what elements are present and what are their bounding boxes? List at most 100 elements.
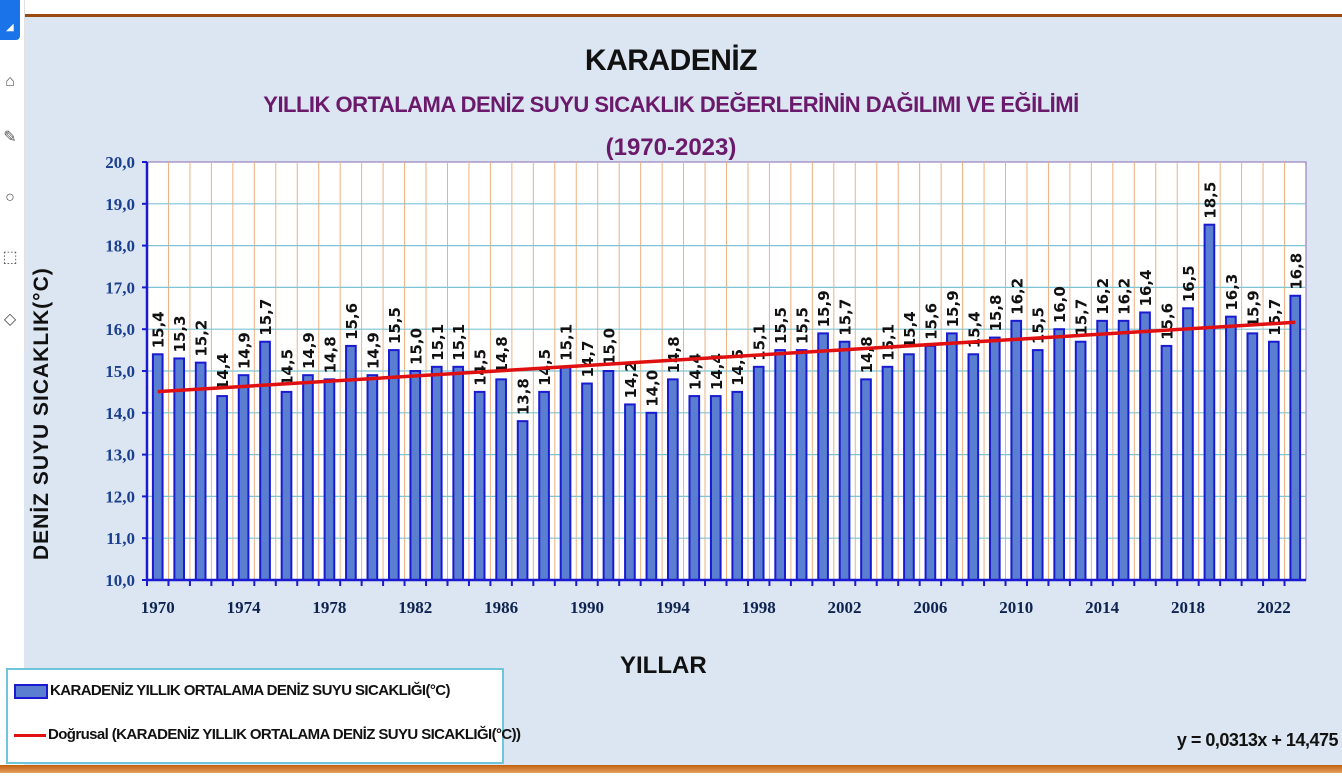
- x-tick-label: 1994: [656, 598, 691, 617]
- y-tick-label: 18,0: [105, 237, 135, 256]
- bar-value-label: 14,9: [236, 332, 254, 369]
- bar-value-label: 15,1: [879, 324, 897, 361]
- bar-1999: [774, 349, 786, 581]
- lasso-tool-icon[interactable]: ○: [5, 189, 15, 206]
- x-tick-label: 2014: [1085, 598, 1120, 617]
- bar-2003: [860, 378, 872, 581]
- select-tool-button[interactable]: ◢: [0, 0, 20, 40]
- bar-2004: [881, 365, 894, 581]
- bar-1976: [280, 390, 293, 581]
- bar-value-label: 14,5: [279, 349, 297, 386]
- bar-2023: [1289, 294, 1302, 581]
- bar-value-label: 15,4: [901, 311, 919, 348]
- bar-value-label: 14,8: [858, 336, 876, 373]
- bar-1992: [624, 403, 636, 581]
- bar-2008: [967, 353, 980, 581]
- bar-value-label: 16,2: [1008, 278, 1026, 315]
- bar-1986: [495, 378, 507, 581]
- frame-bottom-border: [0, 765, 1342, 773]
- x-tick-label: 1974: [227, 598, 262, 617]
- bar-2005: [903, 353, 915, 581]
- bar-value-label: 15,5: [794, 307, 812, 344]
- bar-2001: [817, 332, 829, 581]
- bar-value-label: 14,9: [300, 332, 318, 369]
- bar-1998: [752, 365, 765, 581]
- bar-2009: [988, 336, 1001, 581]
- bar-2020: [1225, 315, 1237, 581]
- frame-top-border: [24, 14, 1342, 17]
- bar-2018: [1182, 307, 1194, 581]
- bar-value-label: 14,5: [472, 349, 490, 386]
- bar-value-label: 14,9: [364, 332, 382, 369]
- bar-2006: [924, 344, 937, 582]
- bar-value-label: 16,4: [1137, 269, 1155, 306]
- bar-1991: [602, 370, 615, 581]
- x-axis-label: YILLAR: [620, 652, 707, 679]
- bar-value-label: 13,8: [515, 378, 533, 415]
- bar-value-label: 15,7: [837, 299, 855, 336]
- bar-value-label: 14,4: [214, 353, 232, 390]
- bar-2016: [1139, 311, 1151, 581]
- bar-value-label: 15,2: [193, 320, 211, 357]
- bar-2014: [1096, 319, 1108, 581]
- y-tick-label: 17,0: [105, 278, 135, 297]
- bar-swatch-icon: [14, 683, 48, 699]
- chart-period: (1970-2023): [605, 134, 737, 161]
- bar-value-label: 15,1: [429, 324, 447, 361]
- bar-2022: [1267, 340, 1280, 581]
- bar-value-label: 15,5: [386, 307, 404, 344]
- bar-value-label: 16,5: [1180, 265, 1198, 302]
- bar-1985: [473, 390, 486, 581]
- eraser-tool-icon[interactable]: ◇: [3, 311, 17, 328]
- y-tick-label: 19,0: [105, 195, 135, 214]
- drawing-toolbar: ◢ ⌂ ✎ ○ ⬚ ◇: [0, 0, 25, 350]
- y-tick-label: 14,0: [105, 404, 135, 423]
- bar-value-label: 15,7: [257, 299, 275, 336]
- bar-value-label: 14,8: [493, 336, 511, 373]
- bar-1980: [366, 374, 379, 581]
- chart-title: KARADENİZ: [584, 44, 758, 77]
- bar-value-label: 15,7: [1073, 299, 1091, 336]
- x-tick-label: 1990: [570, 598, 604, 617]
- bar-value-label: 15,0: [407, 328, 425, 365]
- bar-1982: [409, 370, 422, 581]
- x-tick-label: 1986: [484, 598, 518, 617]
- bar-1977: [302, 374, 314, 581]
- legend-item-series: KARADENİZ YILLIK ORTALAMA DENİZ SUYU SIC…: [14, 682, 450, 699]
- bar-1970: [151, 353, 164, 581]
- bar-value-label: 15,5: [1030, 307, 1048, 344]
- bar-2019: [1203, 223, 1216, 581]
- shape-tool-icon[interactable]: ⌂: [5, 73, 15, 90]
- bar-1987: [516, 420, 529, 581]
- x-tick-label: 2010: [999, 598, 1033, 617]
- y-tick-label: 11,0: [106, 529, 135, 548]
- x-tick-label: 1970: [141, 598, 175, 617]
- marquee-tool-icon[interactable]: ⬚: [2, 249, 18, 266]
- bar-value-label: 15,4: [965, 311, 983, 348]
- x-tick-label: 2018: [1171, 598, 1205, 617]
- bar-value-label: 14,7: [579, 341, 597, 378]
- line-swatch-icon: [14, 733, 46, 737]
- chart-subtitle: YILLIK ORTALAMA DENİZ SUYU SICAKLIK DEĞE…: [263, 92, 1079, 117]
- legend-item-trend: Doğrusal (KARADENİZ YILLIK ORTALAMA DENİ…: [14, 726, 521, 743]
- bar-value-label: 15,0: [600, 328, 618, 365]
- bar-1994: [667, 378, 679, 581]
- bar-1996: [709, 395, 722, 581]
- bar-value-label: 16,2: [1094, 278, 1112, 315]
- bar-1973: [216, 395, 228, 581]
- bar-1997: [731, 390, 744, 581]
- y-tick-label: 15,0: [105, 362, 135, 381]
- bar-2015: [1117, 319, 1130, 581]
- bar-value-label: 16,0: [1051, 286, 1069, 323]
- bar-2010: [1010, 319, 1023, 581]
- pen-tool-icon[interactable]: ✎: [3, 129, 17, 146]
- x-tick-label: 1998: [742, 598, 776, 617]
- bar-value-label: 15,9: [1244, 290, 1262, 327]
- bar-value-label: 15,6: [1158, 303, 1176, 340]
- y-tick-label: 13,0: [105, 446, 135, 465]
- bar-2000: [795, 349, 808, 581]
- bar-value-label: 15,9: [815, 290, 833, 327]
- bar-value-label: 16,2: [1116, 278, 1134, 315]
- chart-legend: KARADENİZ YILLIK ORTALAMA DENİZ SUYU SIC…: [6, 668, 521, 764]
